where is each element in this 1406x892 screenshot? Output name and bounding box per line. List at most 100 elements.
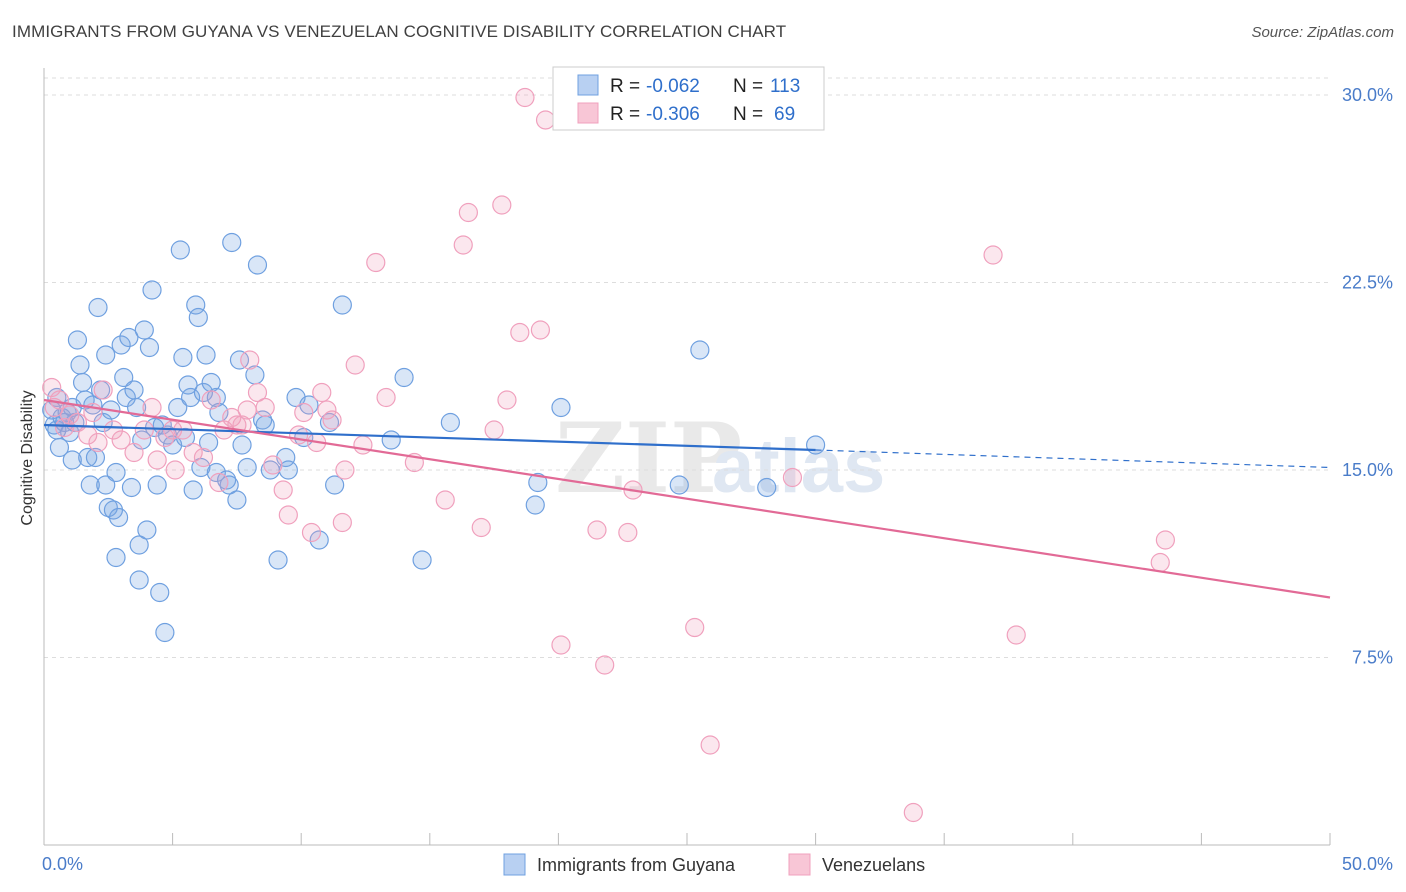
venezuelans-point xyxy=(685,617,705,638)
guyana-point xyxy=(96,475,116,495)
guyana-point xyxy=(178,375,198,395)
guyana-point xyxy=(394,367,414,388)
guyana-point xyxy=(111,335,131,355)
guyana-point xyxy=(116,387,136,408)
guyana-point xyxy=(96,345,116,365)
legend: R = -0.062 N = 113 R = -0.306 N = 69 xyxy=(552,66,825,131)
guyana-point xyxy=(253,410,273,430)
guyana-point xyxy=(129,570,149,590)
guyana-point xyxy=(381,430,401,450)
bottom-legend-swatch-venezuelans xyxy=(788,853,811,876)
guyana-point xyxy=(188,307,208,328)
watermark: ZIP atlas xyxy=(555,402,885,515)
guyana-point xyxy=(268,550,288,570)
venezuelans-point xyxy=(587,520,607,540)
y-tick-label: 15.0% xyxy=(1342,460,1393,480)
guyana-point xyxy=(247,255,268,275)
trend-line-guyana xyxy=(43,423,816,452)
guyana-point xyxy=(440,412,460,433)
guyana-point xyxy=(237,457,257,478)
guyana-point xyxy=(690,340,710,360)
guyana-point xyxy=(319,412,340,433)
venezuelans-point xyxy=(353,435,373,455)
guyana-point xyxy=(49,437,70,458)
venezuelans-point xyxy=(93,380,113,400)
venezuelans-point xyxy=(134,420,154,440)
watermark-zip: ZIP xyxy=(555,402,742,515)
guyana-point xyxy=(72,372,93,393)
venezuelans-point xyxy=(366,252,386,273)
venezuelans-point xyxy=(1155,530,1175,550)
guyana-point xyxy=(227,490,247,510)
trend-line-venezuelans xyxy=(43,398,1331,599)
tick-labels: 7.5% 15.0% 22.5% 30.0% 0.0% 50.0% xyxy=(42,85,1393,874)
bottom-legend-swatch-guyana xyxy=(503,853,526,876)
guyana-point xyxy=(155,622,175,643)
x-tick-label-max: 50.0% xyxy=(1342,854,1393,874)
legend-swatch-guyana xyxy=(577,74,599,96)
guyana-point xyxy=(142,280,162,300)
guyana-point xyxy=(62,450,82,470)
guyana-point xyxy=(309,530,329,550)
guyana-point xyxy=(193,382,214,403)
bottom-legend-label-venezuelans: Venezuelans xyxy=(822,855,925,875)
x-tick-label-min: 0.0% xyxy=(42,854,83,874)
venezuelans-point xyxy=(983,245,1003,265)
venezuelans-point xyxy=(165,460,185,480)
guyana-point xyxy=(124,380,144,400)
guyana-point xyxy=(70,355,90,375)
guyana-point xyxy=(525,495,545,515)
guyana-point xyxy=(278,460,298,480)
venezuelans-point xyxy=(301,522,322,543)
venezuelans-point xyxy=(530,320,550,340)
venezuelans-point xyxy=(510,322,530,343)
venezuelans-point xyxy=(60,405,80,425)
y-tick-label: 22.5% xyxy=(1342,273,1393,293)
legend-r-label-venezuelans: R = xyxy=(610,104,640,125)
guyana-point xyxy=(229,350,250,370)
venezuelans-point xyxy=(535,110,556,130)
venezuelans-point xyxy=(618,522,638,543)
venezuelans-point xyxy=(247,382,268,403)
guyana-point xyxy=(139,337,160,358)
guyana-point xyxy=(170,240,190,260)
guyana-point xyxy=(83,395,103,415)
guyana-point xyxy=(217,470,237,490)
legend-n-label-guyana: N = xyxy=(733,76,763,97)
legend-r-value-guyana: -0.062 xyxy=(646,76,700,97)
y-tick-label: 30.0% xyxy=(1342,85,1393,105)
guyana-point xyxy=(181,387,201,408)
venezuelans-point xyxy=(54,417,75,438)
guyana-point xyxy=(119,327,139,348)
series-guyana-points xyxy=(42,232,826,643)
trend-line-guyana-extension xyxy=(815,449,1331,469)
venezuelans-point xyxy=(435,490,455,510)
venezuelans-point xyxy=(294,402,314,423)
legend-r-value-venezuelans: -0.306 xyxy=(646,104,700,125)
guyana-point xyxy=(232,435,252,455)
venezuelans-point xyxy=(484,420,504,440)
venezuelans-point xyxy=(111,430,131,450)
venezuelans-point xyxy=(1150,552,1170,573)
venezuelans-point xyxy=(209,472,229,493)
chart-title: IMMIGRANTS FROM GUYANA VS VENEZUELAN COG… xyxy=(12,22,787,41)
venezuelans-point xyxy=(183,442,203,463)
venezuelans-point xyxy=(700,735,720,755)
guyana-point xyxy=(98,497,118,518)
venezuelans-point xyxy=(193,447,214,468)
venezuelans-point xyxy=(312,382,332,403)
venezuelans-point xyxy=(278,505,298,525)
bottom-legend-label-guyana: Immigrants from Guyana xyxy=(537,855,736,875)
source-credit: Source: ZipAtlas.com xyxy=(1251,24,1394,41)
venezuelans-point xyxy=(240,350,260,370)
guyana-point xyxy=(412,550,432,570)
legend-swatch-venezuelans xyxy=(577,102,599,124)
venezuelans-point xyxy=(88,432,108,453)
venezuelans-point xyxy=(453,235,473,255)
venezuelans-point xyxy=(255,397,275,418)
venezuelans-point xyxy=(289,425,309,445)
guyana-point xyxy=(183,480,203,500)
venezuelans-point xyxy=(263,455,283,475)
venezuelans-point xyxy=(471,517,491,538)
guyana-point xyxy=(80,475,100,495)
